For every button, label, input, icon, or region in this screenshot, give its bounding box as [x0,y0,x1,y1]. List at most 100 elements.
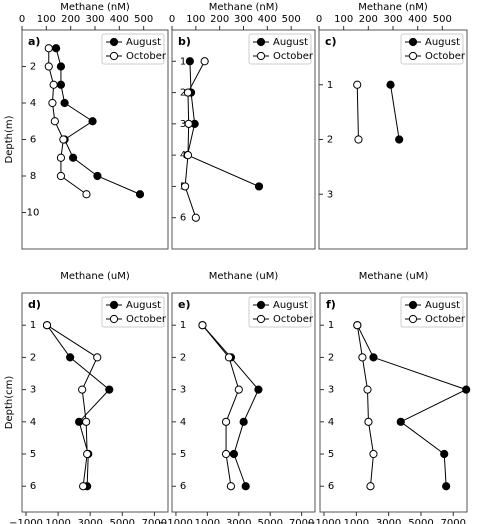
data-point [66,353,75,362]
y-tick-label: 2 [327,135,333,146]
panel-label: d) [28,298,41,311]
y-tick-label: 2 [180,352,186,363]
y-tick-label: 6 [180,481,186,492]
data-point [198,321,207,330]
data-point [48,98,57,108]
y-tick-label: 1 [327,80,333,91]
x-tick-label: 500 [282,14,301,25]
x-tick-label: 300 [234,14,253,25]
axes-frame [21,292,169,513]
x-tick-label: 7000 [441,518,466,524]
y-tick-label: 1 [30,320,36,331]
x-tick-label: 1000 [344,518,369,524]
data-point [93,171,102,181]
x-tick-label: 3000 [77,518,102,524]
y-tick-label: 6 [328,481,334,492]
series-line [356,84,359,140]
y-tick-label: 5 [328,449,334,460]
legend-marker [109,37,119,47]
y-tick-label: 5 [30,449,36,460]
y-tick-label: 1 [328,320,334,331]
x-tick-label: 1000 [45,518,70,524]
x-tick-label: −1000 [159,518,193,524]
data-point [254,182,264,191]
x-tick-label: 7000 [142,518,167,524]
data-point [44,62,53,71]
data-point [181,182,190,191]
x-tick-label: 300 [383,14,402,25]
legend-label: August [126,300,161,311]
data-point [353,80,362,89]
legend-marker [109,314,119,324]
x-tick-label: 400 [408,14,427,25]
y-tick-label: 2 [328,352,334,363]
data-point [241,482,250,491]
data-point [42,321,52,330]
x-tick-label: 1000 [195,518,220,524]
data-point [51,44,61,53]
data-point [135,190,145,199]
x-tick-label: 200 [210,14,229,25]
data-point [353,321,362,330]
x-axis-label: Methane (nM) [358,2,428,13]
y-tick-label: 4 [180,417,186,428]
y-tick-label: 3 [180,385,186,396]
x-axis-label: Methane (uM) [209,271,279,282]
legend-marker [408,37,418,47]
legend-label: August [126,37,161,48]
legend-marker [408,314,418,324]
data-point [191,213,200,222]
data-point [183,151,193,160]
x-tick-label: 500 [134,14,153,25]
data-point [366,482,375,491]
y-tick-label: 3 [180,119,186,130]
data-point [50,117,59,126]
series-line [184,61,206,218]
data-point [369,353,378,362]
data-point [184,119,193,128]
data-point [224,353,234,362]
data-point [229,449,239,459]
data-point [59,135,68,144]
x-tick-label: 500 [433,14,452,25]
data-point [82,417,91,426]
series-line [202,324,260,487]
x-axis-label: Methane (nM) [209,2,279,13]
data-point [49,80,58,89]
data-point [440,449,449,459]
series-line [390,84,400,140]
data-point [183,88,193,97]
y-tick-label: 5 [180,449,186,460]
y-tick-label: 1 [180,320,186,331]
y-tick-label: 6 [180,213,186,224]
x-tick-label: 200 [61,14,80,25]
x-tick-label: −1000 [307,518,341,524]
data-point [369,449,378,459]
panel-label: f) [326,298,336,311]
data-point [200,57,209,66]
x-tick-label: 7000 [289,518,314,524]
legend-label: August [425,37,460,48]
legend-marker [256,314,266,324]
data-point [56,153,66,162]
data-point [386,80,395,89]
y-tick-label: 1 [180,56,186,67]
data-point [239,417,248,426]
data-point [93,353,102,362]
data-point [364,417,373,426]
data-point [226,482,236,491]
x-tick-label: 300 [85,14,104,25]
data-point [462,385,471,394]
y-tick-label: 4 [328,417,334,428]
x-tick-label: 0 [169,14,175,25]
data-point [363,385,372,394]
series-line [356,324,468,487]
x-axis-label: Methane (uM) [359,271,429,282]
data-point [254,385,263,394]
x-tick-label: −1000 [9,518,43,524]
legend-label: August [273,37,308,48]
y-tick-label: 10 [27,208,40,219]
data-point [105,385,114,394]
x-tick-label: 100 [37,14,56,25]
